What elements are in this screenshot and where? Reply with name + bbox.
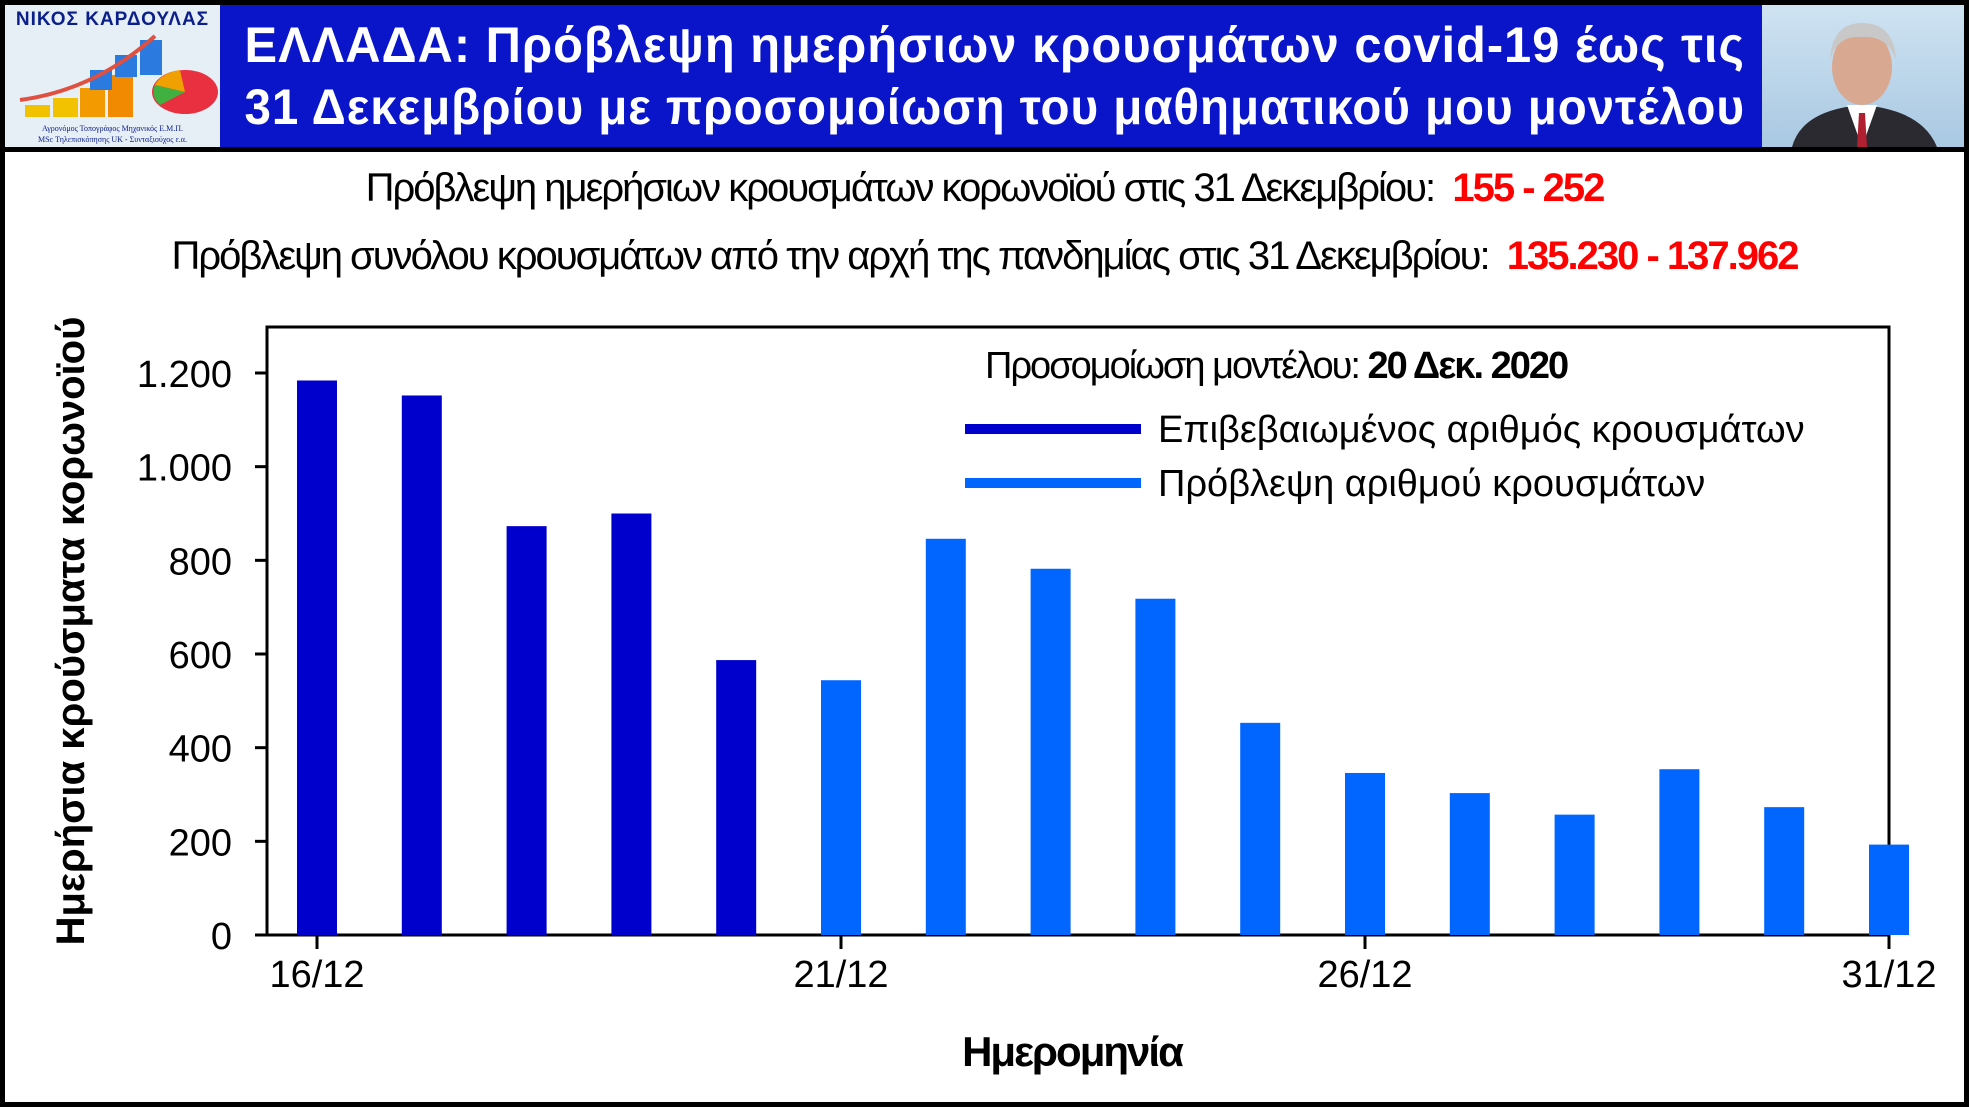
bar-forecast xyxy=(1240,722,1281,935)
y-axis-label: Ημερήσια κρούσματα κορωνοϊού xyxy=(49,317,93,946)
total-forecast-value: 135.230 - 137.962 xyxy=(1506,234,1800,278)
author-photo xyxy=(1762,5,1964,147)
x-tick-label: 26/12 xyxy=(1317,954,1412,996)
bar-forecast xyxy=(1030,568,1071,935)
total-forecast-line: Πρόβλεψη συνόλου κρουσμάτων από την αρχή… xyxy=(5,232,1964,280)
bar-forecast xyxy=(1764,807,1805,935)
daily-forecast-label: Πρόβλεψη ημερήσιων κρουσμάτων κορωνοϊού … xyxy=(365,166,1437,210)
bar-forecast xyxy=(821,680,861,935)
bar-forecast xyxy=(925,538,966,935)
legend-swatch-forecast xyxy=(965,478,1141,488)
header-band: ΕΛΛΑΔΑ: Πρόβλεψη ημερήσιων κρουσμάτων co… xyxy=(5,5,1964,147)
bar-forecast xyxy=(1554,814,1595,935)
logo-chart-icon xyxy=(19,34,218,117)
y-tick-label: 1.000 xyxy=(137,448,232,490)
y-tick-label: 400 xyxy=(169,729,232,771)
x-tick-label: 31/12 xyxy=(1841,954,1936,996)
logo-subtitle-1: Αγρονόμος Τοπογράφος Μηχανικός Ε.Μ.Π. xyxy=(42,124,183,133)
author-logo: ΝΙΚΟΣ ΚΑΡΔΟΥΛΑΣ Αγρονόμος Τοπογράφος Μηχ… xyxy=(5,5,220,147)
page-title: ΕΛΛΑΔΑ: Πρόβλεψη ημερήσιων κρουσμάτων co… xyxy=(230,11,1760,141)
title-line-2: 31 Δεκεμβρίου με προσομοίωση του μαθηματ… xyxy=(244,79,1746,135)
bar-forecast xyxy=(1135,598,1176,935)
daily-forecast-value: 155 - 252 xyxy=(1452,166,1605,210)
bar-confirmed xyxy=(401,395,442,936)
legend-label-confirmed: Επιβεβαιωμένος αριθμός κρουσμάτων xyxy=(1158,409,1805,451)
y-tick-label: 1.200 xyxy=(137,354,232,396)
bar-confirmed xyxy=(611,513,652,935)
legend-label-forecast: Πρόβλεψη αριθμού κρουσμάτων xyxy=(1158,463,1705,505)
logo-subtitle-2: MSc Τηλεπισκόπησης UK - Συνταξιούχος ε.α… xyxy=(37,135,187,144)
legend-swatch-confirmed xyxy=(965,424,1141,434)
bar-forecast xyxy=(1449,793,1490,935)
bar-forecast xyxy=(1345,772,1385,935)
bar-confirmed xyxy=(716,660,757,935)
plot-frame xyxy=(265,325,1891,937)
x-tick-label: 16/12 xyxy=(269,954,364,996)
x-tick-label: 21/12 xyxy=(793,954,888,996)
y-tick-label: 600 xyxy=(169,635,232,677)
logo-name: ΝΙΚΟΣ ΚΑΡΔΟΥΛΑΣ xyxy=(15,9,210,30)
daily-forecast-line: Πρόβλεψη ημερήσιων κρουσμάτων κορωνοϊού … xyxy=(5,164,1964,212)
x-axis-label: Ημερομηνία xyxy=(962,1028,1184,1075)
y-tick-label: 800 xyxy=(169,541,232,583)
y-tick-label: 0 xyxy=(211,916,232,958)
total-forecast-label: Πρόβλεψη συνόλου κρουσμάτων από την αρχή… xyxy=(171,234,1490,278)
model-annotation: Προσομοίωση μοντέλου: 20 Δεκ. 2020 xyxy=(985,345,1568,387)
bar-forecast xyxy=(1869,844,1909,935)
bar-confirmed xyxy=(506,526,547,935)
bar-forecast xyxy=(1659,769,1700,935)
title-line-1: ΕΛΛΑΔΑ: Πρόβλεψη ημερήσιων κρουσμάτων co… xyxy=(244,17,1746,73)
bar-confirmed xyxy=(297,380,337,935)
y-tick-label: 200 xyxy=(169,822,232,864)
